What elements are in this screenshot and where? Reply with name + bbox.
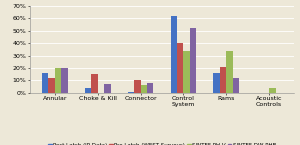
Bar (141, 85, 147, 93)
Bar (147, 83, 153, 93)
Bar (190, 28, 196, 93)
Bar (177, 43, 183, 93)
Bar (269, 88, 276, 93)
Bar (61, 68, 68, 93)
Bar (213, 73, 220, 93)
Bar (42, 73, 48, 93)
Bar (134, 80, 141, 93)
Bar (171, 16, 177, 93)
Bar (183, 51, 190, 93)
Bar (85, 88, 91, 93)
Bar (220, 67, 226, 93)
Legend: Post Latch (JP Data), Pre Latch (WEST Surveys), SINTEF PH V, SINTEF DW PHB: Post Latch (JP Data), Pre Latch (WEST Su… (48, 143, 276, 145)
Bar (104, 84, 111, 93)
Bar (233, 78, 239, 93)
Bar (91, 74, 98, 93)
Bar (48, 78, 55, 93)
Bar (55, 68, 61, 93)
Bar (128, 91, 134, 93)
Bar (226, 51, 233, 93)
